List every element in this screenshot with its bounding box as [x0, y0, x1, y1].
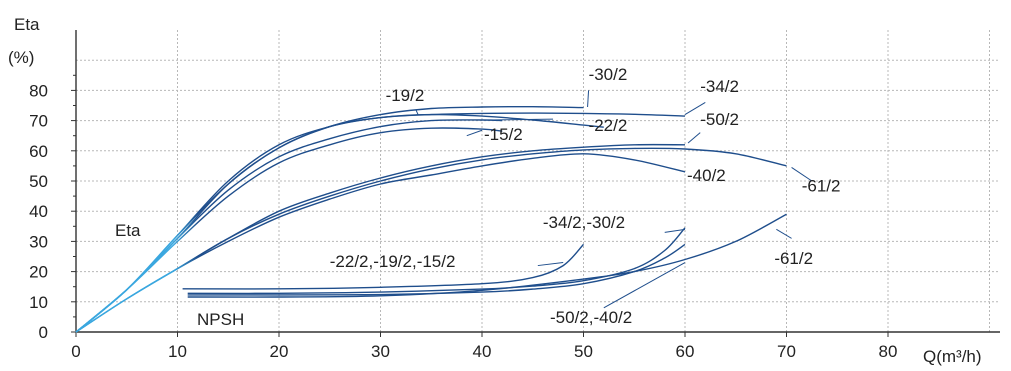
y-tick-label: 80 [29, 81, 48, 100]
x-tick-label: 80 [879, 342, 898, 361]
eta-group-label: Eta [115, 221, 141, 240]
label-leader-line [415, 109, 419, 115]
label-leader-line [664, 228, 686, 233]
y-tick-label: 0 [39, 323, 48, 342]
series-label: -61/2 [774, 249, 813, 268]
y-tick-label: 20 [29, 263, 48, 282]
npsh-curve-61-2 [187, 213, 787, 298]
label-leader-line [487, 118, 554, 121]
x-tick-label: 70 [777, 342, 796, 361]
label-leader-line [587, 90, 590, 108]
series-label: -22/2 [589, 116, 628, 135]
series-label: -30/2 [589, 65, 628, 84]
series-label: -15/2 [484, 125, 523, 144]
y-axis-title-line2: (%) [8, 48, 34, 67]
curves [75, 105, 787, 333]
x-tick-label: 0 [71, 342, 80, 361]
series-label: -34/2,-30/2 [543, 213, 625, 232]
series-label: -19/2 [386, 86, 425, 105]
y-tick-label: 50 [29, 172, 48, 191]
grid [76, 30, 1000, 332]
series-label: -40/2 [687, 166, 726, 185]
x-axis-title: Q(m³/h) [923, 347, 982, 366]
x-tick-label: 20 [270, 342, 289, 361]
series-labels: -30/2 -34/2 -19/2 -50/2 -22/2 -15/2 -40/2 -61/2… [330, 65, 841, 327]
label-leader-line [776, 228, 792, 239]
x-tick-label: 10 [168, 342, 187, 361]
y-tick-label: 10 [29, 293, 48, 312]
label-leader-line [687, 132, 701, 144]
y-tick-label: 70 [29, 112, 48, 131]
y-tick-label: 60 [29, 142, 48, 161]
label-leader-line [603, 262, 686, 309]
series-label: -34/2 [700, 77, 739, 96]
label-leader-line [684, 102, 706, 115]
series-label: -50/2,-40/2 [550, 308, 632, 327]
eta-curve-61-2 [75, 147, 787, 333]
y-ticks: 0 10 20 30 40 50 60 70 80 [29, 74, 76, 342]
y-tick-label: 30 [29, 232, 48, 251]
label-leader-line [791, 166, 813, 182]
eta-curve-15-2 [75, 127, 503, 333]
y-tick-label: 40 [29, 202, 48, 221]
npsh-curve-50-2-40-2 [187, 243, 686, 296]
series-label: -61/2 [802, 177, 841, 196]
npsh-group-label: NPSH [197, 310, 244, 329]
x-ticks: 0 10 20 30 40 50 60 70 80 [71, 332, 897, 361]
x-tick-label: 60 [676, 342, 695, 361]
x-tick-label: 50 [574, 342, 593, 361]
y-axis-title-line1: Eta [14, 15, 40, 34]
label-leader-line [537, 262, 564, 267]
npsh-curve-22-2-19-2-15-2 [182, 243, 585, 290]
series-label: -50/2 [700, 110, 739, 129]
eta-curve-40-2 [75, 153, 686, 333]
series-label: -22/2,-19/2,-15/2 [330, 252, 456, 271]
x-tick-label: 30 [371, 342, 390, 361]
label-leader-line [466, 129, 483, 137]
x-tick-label: 40 [473, 342, 492, 361]
eta-curve-19-2 [75, 113, 604, 333]
